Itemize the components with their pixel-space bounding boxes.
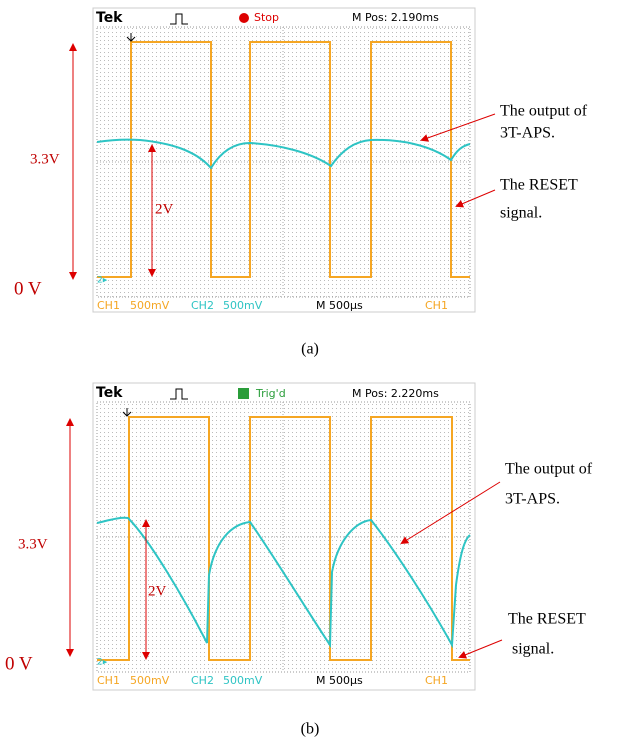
caption: (b) xyxy=(301,721,320,738)
svg-text:2▸: 2▸ xyxy=(97,658,108,668)
annotation-reset: signal. xyxy=(500,205,542,222)
caption: (a) xyxy=(301,341,319,358)
ch1-label: CH1 xyxy=(97,674,120,687)
label-swing: 2V xyxy=(148,583,167,599)
timebase: M 500µs xyxy=(316,674,363,687)
brand: Tek xyxy=(96,10,123,26)
label-zero: 0 V xyxy=(5,653,33,674)
annotation-reset: signal. xyxy=(512,641,554,658)
scope-a: Tek Stop M Pos: 2.190ms 2▸ CH1 500mV CH2… xyxy=(93,8,475,312)
trigger-source: CH1 xyxy=(425,674,448,687)
svg-text:2▸: 2▸ xyxy=(97,276,108,286)
ch2-label: CH2 xyxy=(191,674,214,687)
m-pos: M Pos: 2.190ms xyxy=(352,11,439,24)
timebase: M 500µs xyxy=(316,299,363,312)
annotation-reset: The RESET xyxy=(500,177,578,194)
annotation-output: 3T-APS. xyxy=(500,125,555,142)
trigger-source: CH1 xyxy=(425,299,448,312)
label-swing: 2V xyxy=(155,201,174,217)
label-full: 3.3V xyxy=(18,536,48,552)
annotation-reset: The RESET xyxy=(508,611,586,628)
figure: Tek Stop M Pos: 2.190ms 2▸ CH1 500mV CH2… xyxy=(0,0,621,745)
label-zero: 0 V xyxy=(14,278,42,299)
annotation-output: The output of xyxy=(505,461,593,478)
ch2-scale: 500mV xyxy=(223,674,263,687)
annotation-output: 3T-APS. xyxy=(505,491,560,508)
ch1-scale: 500mV xyxy=(130,674,170,687)
scope-b: Tek Trig'd M Pos: 2.220ms 2▸ CH1 500mV C… xyxy=(93,383,475,690)
status: Stop xyxy=(254,11,279,24)
m-pos: M Pos: 2.220ms xyxy=(352,387,439,400)
ch2-label: CH2 xyxy=(191,299,214,312)
ch1-scale: 500mV xyxy=(130,299,170,312)
ch1-label: CH1 xyxy=(97,299,120,312)
brand: Tek xyxy=(96,385,123,401)
annotation-output: The output of xyxy=(500,103,588,120)
label-full: 3.3V xyxy=(30,151,60,167)
ch2-scale: 500mV xyxy=(223,299,263,312)
status: Trig'd xyxy=(255,387,286,400)
